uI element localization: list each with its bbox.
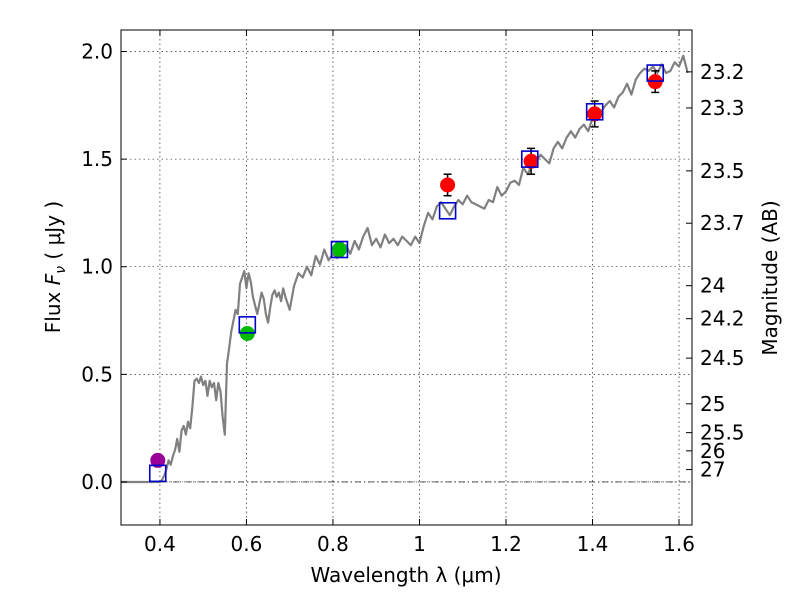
observed-point bbox=[150, 452, 166, 468]
y2-tick-label: 24.2 bbox=[700, 307, 745, 331]
y-tick-label: 0.0 bbox=[81, 470, 113, 494]
y2-tick-label: 24 bbox=[700, 274, 725, 298]
y-axis-title-subscript: ν bbox=[53, 266, 69, 274]
y-tick-label: 1.0 bbox=[81, 255, 113, 279]
x-tick-label: 1.6 bbox=[663, 532, 695, 556]
y2-tick-label: 23.2 bbox=[700, 60, 745, 84]
y-axis-title-symbol: F bbox=[41, 273, 65, 285]
y-axis-title-prefix: Flux bbox=[41, 285, 65, 333]
y2-tick-label: 24.5 bbox=[700, 346, 745, 370]
observed-point bbox=[523, 153, 539, 169]
model-point bbox=[238, 316, 257, 334]
x-tick-label: 1.2 bbox=[490, 532, 522, 556]
model-points bbox=[148, 64, 665, 483]
x-tick-label: 0.8 bbox=[317, 532, 349, 556]
x-tick-label: 1.4 bbox=[577, 532, 609, 556]
grid-lines bbox=[121, 30, 692, 525]
y2-axis-title: Magnitude (AB) bbox=[758, 200, 782, 355]
observed-point bbox=[587, 106, 603, 122]
y-tick-labels: 0.0 0.5 1.0 1.5 2.0 bbox=[81, 40, 113, 494]
model-point bbox=[585, 102, 604, 121]
model-point bbox=[520, 150, 539, 168]
y2-tick-label: 26 bbox=[700, 439, 725, 463]
y2-tick-label: 27 bbox=[700, 458, 725, 482]
observed-point bbox=[440, 177, 456, 193]
y-axis-title-unit: ( μJy ) bbox=[41, 201, 65, 266]
x-axis-title: Wavelength λ (μm) bbox=[310, 563, 501, 587]
plot-frame bbox=[120, 29, 693, 526]
y-tick-label: 2.0 bbox=[81, 40, 113, 64]
model-spectrum-line bbox=[121, 54, 689, 484]
x-tick-label: 0.4 bbox=[144, 532, 176, 556]
x-tick-label: 1 bbox=[413, 532, 426, 556]
y2-tick-label: 23.7 bbox=[700, 211, 745, 235]
y2-tick-label: 25 bbox=[700, 392, 725, 416]
y2-tick-label: 23.3 bbox=[700, 96, 745, 120]
model-point bbox=[148, 464, 167, 483]
x-tick-label: 0.6 bbox=[231, 532, 263, 556]
model-point bbox=[646, 64, 665, 82]
observed-point bbox=[331, 242, 347, 258]
model-spectrum bbox=[121, 54, 689, 484]
y-axis-title: Flux Fν ( μJy ) bbox=[41, 201, 69, 333]
y-tick-label: 0.5 bbox=[81, 362, 113, 386]
model-point bbox=[330, 240, 349, 259]
y-tick-label: 1.5 bbox=[81, 147, 113, 171]
y2-tick-label: 23.5 bbox=[700, 159, 745, 183]
x-tick-labels: 0.4 0.6 0.8 1 1.2 1.4 1.6 bbox=[144, 532, 695, 556]
axis-ticks bbox=[121, 30, 692, 525]
y2-tick-label: 25.5 bbox=[700, 421, 745, 445]
model-point bbox=[438, 201, 457, 220]
